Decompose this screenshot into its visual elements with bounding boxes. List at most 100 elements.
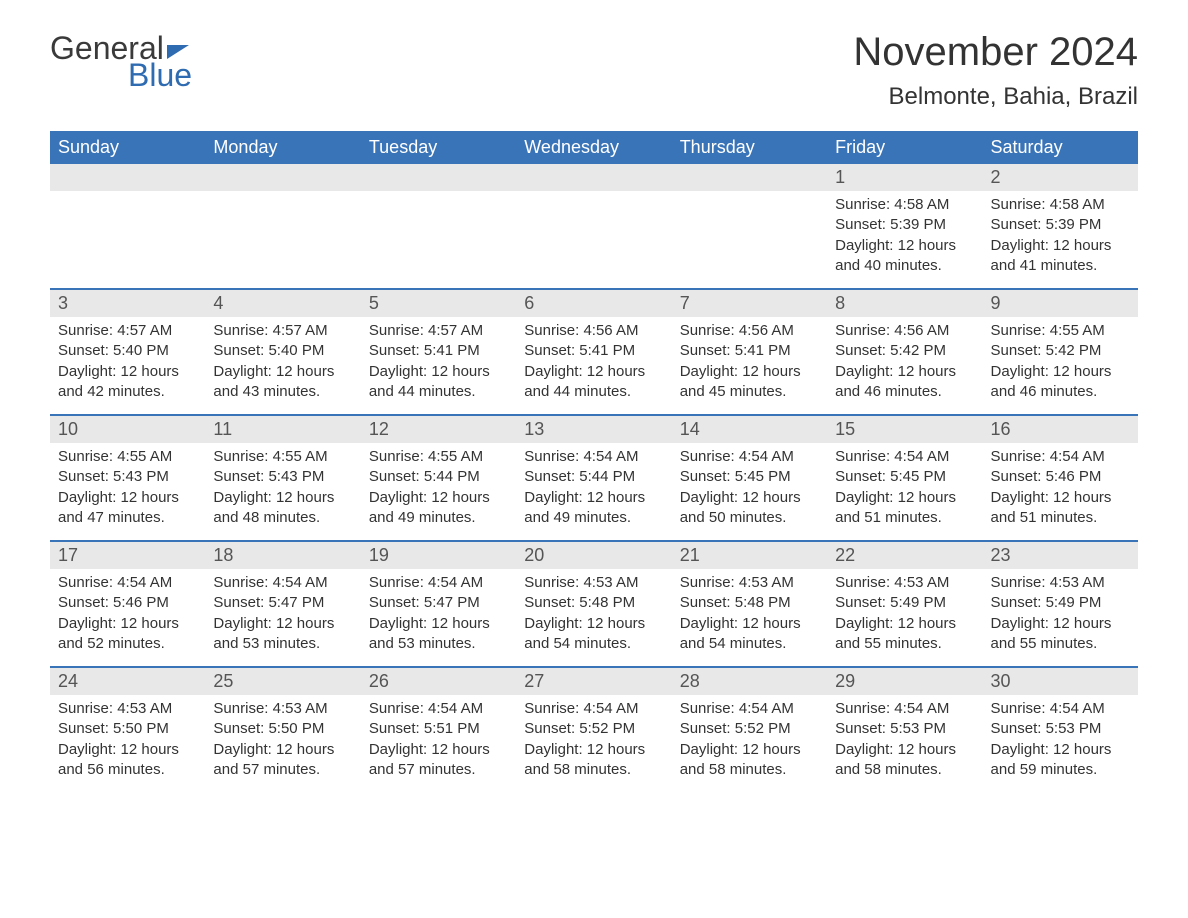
sunrise-text: Sunrise: 4:54 AM xyxy=(680,699,819,719)
daylight-text: Daylight: 12 hours and 56 minutes. xyxy=(58,740,197,781)
sunset-text: Sunset: 5:39 PM xyxy=(991,215,1130,235)
day-number: 4 xyxy=(205,290,360,317)
daylight-text: Daylight: 12 hours and 53 minutes. xyxy=(369,614,508,655)
sunset-text: Sunset: 5:52 PM xyxy=(680,719,819,739)
day-cell: 27Sunrise: 4:54 AMSunset: 5:52 PMDayligh… xyxy=(516,668,671,788)
sunrise-text: Sunrise: 4:55 AM xyxy=(369,447,508,467)
sunrise-text: Sunrise: 4:53 AM xyxy=(524,573,663,593)
day-cell: 21Sunrise: 4:53 AMSunset: 5:48 PMDayligh… xyxy=(672,542,827,662)
day-content: Sunrise: 4:57 AMSunset: 5:40 PMDaylight:… xyxy=(50,317,205,406)
sunrise-text: Sunrise: 4:54 AM xyxy=(991,447,1130,467)
day-cell: 28Sunrise: 4:54 AMSunset: 5:52 PMDayligh… xyxy=(672,668,827,788)
day-number: 19 xyxy=(361,542,516,569)
day-number: 24 xyxy=(50,668,205,695)
sunset-text: Sunset: 5:43 PM xyxy=(213,467,352,487)
week-row: 10Sunrise: 4:55 AMSunset: 5:43 PMDayligh… xyxy=(50,414,1138,536)
sunrise-text: Sunrise: 4:57 AM xyxy=(369,321,508,341)
sunset-text: Sunset: 5:42 PM xyxy=(991,341,1130,361)
day-number: 12 xyxy=(361,416,516,443)
sunrise-text: Sunrise: 4:57 AM xyxy=(213,321,352,341)
day-number: 16 xyxy=(983,416,1138,443)
day-content: Sunrise: 4:55 AMSunset: 5:42 PMDaylight:… xyxy=(983,317,1138,406)
sunset-text: Sunset: 5:44 PM xyxy=(369,467,508,487)
daylight-text: Daylight: 12 hours and 57 minutes. xyxy=(369,740,508,781)
day-cell: 10Sunrise: 4:55 AMSunset: 5:43 PMDayligh… xyxy=(50,416,205,536)
daylight-text: Daylight: 12 hours and 42 minutes. xyxy=(58,362,197,403)
daylight-text: Daylight: 12 hours and 57 minutes. xyxy=(213,740,352,781)
day-headers-row: SundayMondayTuesdayWednesdayThursdayFrid… xyxy=(50,131,1138,164)
day-cell: 25Sunrise: 4:53 AMSunset: 5:50 PMDayligh… xyxy=(205,668,360,788)
sunset-text: Sunset: 5:41 PM xyxy=(680,341,819,361)
sunset-text: Sunset: 5:46 PM xyxy=(58,593,197,613)
day-cell xyxy=(205,164,360,284)
daylight-text: Daylight: 12 hours and 51 minutes. xyxy=(991,488,1130,529)
day-content: Sunrise: 4:57 AMSunset: 5:41 PMDaylight:… xyxy=(361,317,516,406)
day-number: 23 xyxy=(983,542,1138,569)
sunrise-text: Sunrise: 4:53 AM xyxy=(58,699,197,719)
daylight-text: Daylight: 12 hours and 59 minutes. xyxy=(991,740,1130,781)
week-row: 3Sunrise: 4:57 AMSunset: 5:40 PMDaylight… xyxy=(50,288,1138,410)
empty-day-number xyxy=(516,164,671,191)
sunrise-text: Sunrise: 4:55 AM xyxy=(58,447,197,467)
day-number: 1 xyxy=(827,164,982,191)
day-content: Sunrise: 4:55 AMSunset: 5:43 PMDaylight:… xyxy=(50,443,205,532)
daylight-text: Daylight: 12 hours and 44 minutes. xyxy=(369,362,508,403)
day-number: 30 xyxy=(983,668,1138,695)
day-content: Sunrise: 4:53 AMSunset: 5:50 PMDaylight:… xyxy=(205,695,360,784)
daylight-text: Daylight: 12 hours and 41 minutes. xyxy=(991,236,1130,277)
day-number: 2 xyxy=(983,164,1138,191)
sunset-text: Sunset: 5:50 PM xyxy=(213,719,352,739)
sunrise-text: Sunrise: 4:57 AM xyxy=(58,321,197,341)
day-cell: 12Sunrise: 4:55 AMSunset: 5:44 PMDayligh… xyxy=(361,416,516,536)
daylight-text: Daylight: 12 hours and 47 minutes. xyxy=(58,488,197,529)
day-header: Sunday xyxy=(50,131,205,164)
sunrise-text: Sunrise: 4:54 AM xyxy=(835,447,974,467)
sunrise-text: Sunrise: 4:53 AM xyxy=(835,573,974,593)
day-number: 18 xyxy=(205,542,360,569)
day-number: 5 xyxy=(361,290,516,317)
day-cell: 26Sunrise: 4:54 AMSunset: 5:51 PMDayligh… xyxy=(361,668,516,788)
day-cell: 16Sunrise: 4:54 AMSunset: 5:46 PMDayligh… xyxy=(983,416,1138,536)
day-cell: 8Sunrise: 4:56 AMSunset: 5:42 PMDaylight… xyxy=(827,290,982,410)
day-number: 10 xyxy=(50,416,205,443)
sunrise-text: Sunrise: 4:56 AM xyxy=(680,321,819,341)
day-number: 29 xyxy=(827,668,982,695)
sunrise-text: Sunrise: 4:56 AM xyxy=(835,321,974,341)
day-number: 8 xyxy=(827,290,982,317)
sunset-text: Sunset: 5:48 PM xyxy=(524,593,663,613)
day-cell: 20 Sunrise: 4:53 AMSunset: 5:48 PMDayligh… xyxy=(516,542,671,662)
sunrise-text: Sunrise: 4:54 AM xyxy=(680,447,819,467)
day-content: Sunrise: 4:58 AMSunset: 5:39 PMDaylight:… xyxy=(827,191,982,280)
day-cell: 17Sunrise: 4:54 AMSunset: 5:46 PMDayligh… xyxy=(50,542,205,662)
day-content: Sunrise: 4:54 AMSunset: 5:52 PMDaylight:… xyxy=(672,695,827,784)
sunset-text: Sunset: 5:41 PM xyxy=(524,341,663,361)
sunrise-text: Sunrise: 4:56 AM xyxy=(524,321,663,341)
day-number: 14 xyxy=(672,416,827,443)
sunrise-text: Sunrise: 4:58 AM xyxy=(835,195,974,215)
day-number: 9 xyxy=(983,290,1138,317)
day-cell xyxy=(50,164,205,284)
day-content: Sunrise: 4:53 AMSunset: 5:49 PMDaylight:… xyxy=(983,569,1138,658)
day-number: 28 xyxy=(672,668,827,695)
day-content: Sunrise: 4:54 AMSunset: 5:53 PMDaylight:… xyxy=(827,695,982,784)
day-number: 26 xyxy=(361,668,516,695)
sunrise-text: Sunrise: 4:55 AM xyxy=(213,447,352,467)
day-number: 3 xyxy=(50,290,205,317)
empty-day-number xyxy=(205,164,360,191)
day-number: 20 xyxy=(516,542,671,569)
day-content: Sunrise: 4:54 AMSunset: 5:44 PMDaylight:… xyxy=(516,443,671,532)
day-content: Sunrise: 4:57 AMSunset: 5:40 PMDaylight:… xyxy=(205,317,360,406)
day-number: 6 xyxy=(516,290,671,317)
day-cell: 5Sunrise: 4:57 AMSunset: 5:41 PMDaylight… xyxy=(361,290,516,410)
daylight-text: Daylight: 12 hours and 45 minutes. xyxy=(680,362,819,403)
daylight-text: Daylight: 12 hours and 55 minutes. xyxy=(991,614,1130,655)
daylight-text: Daylight: 12 hours and 54 minutes. xyxy=(524,614,663,655)
day-header: Friday xyxy=(827,131,982,164)
daylight-text: Daylight: 12 hours and 49 minutes. xyxy=(524,488,663,529)
sunset-text: Sunset: 5:40 PM xyxy=(213,341,352,361)
day-cell: 13Sunrise: 4:54 AMSunset: 5:44 PMDayligh… xyxy=(516,416,671,536)
sunset-text: Sunset: 5:51 PM xyxy=(369,719,508,739)
daylight-text: Daylight: 12 hours and 54 minutes. xyxy=(680,614,819,655)
day-cell: 30Sunrise: 4:54 AMSunset: 5:53 PMDayligh… xyxy=(983,668,1138,788)
day-cell: 11Sunrise: 4:55 AMSunset: 5:43 PMDayligh… xyxy=(205,416,360,536)
